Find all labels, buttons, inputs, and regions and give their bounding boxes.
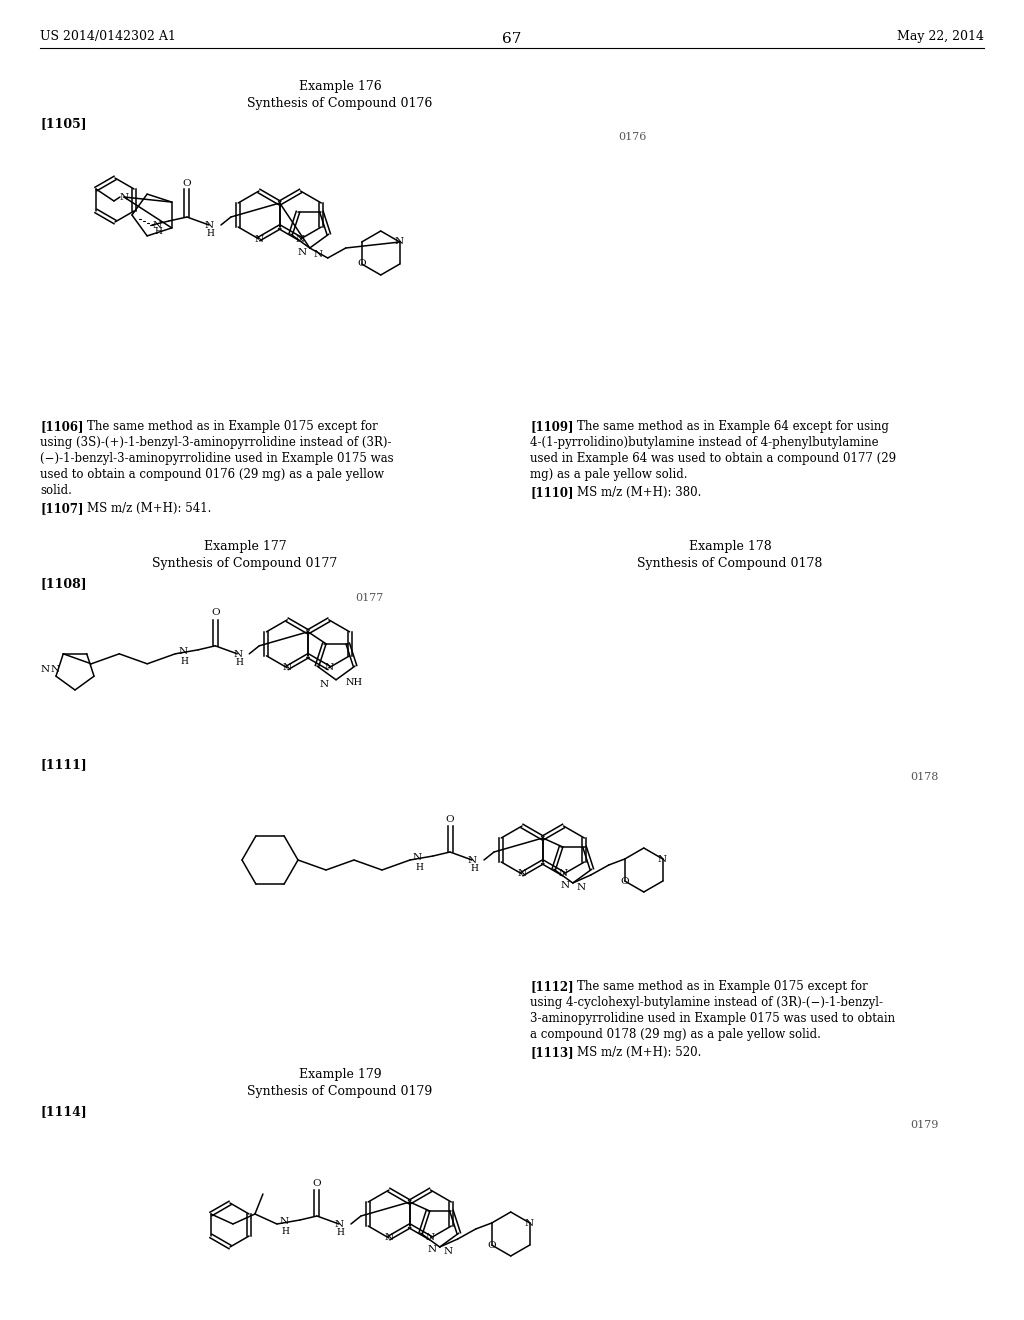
Text: 3-aminopyrrolidine used in Example 0175 was used to obtain: 3-aminopyrrolidine used in Example 0175 … <box>530 1012 895 1026</box>
Text: Example 177: Example 177 <box>204 540 287 553</box>
Text: N: N <box>577 883 586 892</box>
Text: N: N <box>205 220 214 230</box>
Text: N: N <box>443 1247 453 1257</box>
Text: N: N <box>120 193 128 202</box>
Text: O: O <box>445 814 455 824</box>
Text: N: N <box>427 1245 436 1254</box>
Text: 4-(1-pyrrolidino)butylamine instead of 4-phenylbutylamine: 4-(1-pyrrolidino)butylamine instead of 4… <box>530 436 879 449</box>
Text: N: N <box>395 238 404 247</box>
Text: MS m/z (M+H): 541.: MS m/z (M+H): 541. <box>87 502 211 515</box>
Text: (−)-1-benzyl-3-aminopyrrolidine used in Example 0175 was: (−)-1-benzyl-3-aminopyrrolidine used in … <box>40 451 393 465</box>
Text: N: N <box>153 220 162 230</box>
Text: used to obtain a compound 0176 (29 mg) as a pale yellow: used to obtain a compound 0176 (29 mg) a… <box>40 469 384 480</box>
Text: N: N <box>178 647 187 656</box>
Text: The same method as in Example 0175 except for: The same method as in Example 0175 excep… <box>87 420 378 433</box>
Text: H: H <box>180 657 188 665</box>
Text: 67: 67 <box>503 32 521 46</box>
Text: O: O <box>211 609 219 618</box>
Text: N: N <box>560 880 569 890</box>
Text: mg) as a pale yellow solid.: mg) as a pale yellow solid. <box>530 469 687 480</box>
Text: N: N <box>254 235 263 243</box>
Text: N: N <box>313 249 323 259</box>
Text: O: O <box>357 260 367 268</box>
Text: [1109]: [1109] <box>530 420 573 433</box>
Text: Synthesis of Compound 0177: Synthesis of Compound 0177 <box>153 557 338 570</box>
Text: N: N <box>283 664 292 672</box>
Text: N: N <box>296 235 305 243</box>
Text: MS m/z (M+H): 380.: MS m/z (M+H): 380. <box>577 486 701 499</box>
Text: N: N <box>658 854 667 863</box>
Text: [1113]: [1113] <box>530 1045 573 1059</box>
Text: used in Example 64 was used to obtain a compound 0177 (29: used in Example 64 was used to obtain a … <box>530 451 896 465</box>
Text: O: O <box>182 178 191 187</box>
Text: 0179: 0179 <box>910 1119 938 1130</box>
Text: N: N <box>319 680 329 689</box>
Text: N: N <box>525 1218 534 1228</box>
Text: N: N <box>517 870 526 879</box>
Text: N: N <box>468 855 477 865</box>
Text: [1111]: [1111] <box>40 758 87 771</box>
Text: N: N <box>426 1233 435 1242</box>
Text: [1114]: [1114] <box>40 1105 87 1118</box>
Text: Synthesis of Compound 0178: Synthesis of Compound 0178 <box>637 557 822 570</box>
Text: N: N <box>559 870 568 879</box>
Text: H: H <box>415 863 423 873</box>
Text: Synthesis of Compound 0176: Synthesis of Compound 0176 <box>248 96 433 110</box>
Text: [1110]: [1110] <box>530 486 573 499</box>
Text: N: N <box>325 664 334 672</box>
Text: 0177: 0177 <box>355 593 383 603</box>
Text: solid.: solid. <box>40 484 72 498</box>
Text: H: H <box>207 228 215 238</box>
Text: Example 176: Example 176 <box>299 81 381 92</box>
Text: N: N <box>335 1220 344 1229</box>
Text: [1107]: [1107] <box>40 502 84 515</box>
Text: MS m/z (M+H): 520.: MS m/z (M+H): 520. <box>577 1045 701 1059</box>
Text: N: N <box>413 853 422 862</box>
Text: O: O <box>621 876 630 886</box>
Text: The same method as in Example 64 except for using: The same method as in Example 64 except … <box>577 420 889 433</box>
Text: The same method as in Example 0175 except for: The same method as in Example 0175 excep… <box>577 979 867 993</box>
Text: [1106]: [1106] <box>40 420 84 433</box>
Text: Synthesis of Compound 0179: Synthesis of Compound 0179 <box>248 1085 432 1098</box>
Text: O: O <box>312 1179 322 1188</box>
Text: NH: NH <box>346 677 364 686</box>
Text: using (3S)-(+)-1-benzyl-3-aminopyrrolidine instead of (3R)-: using (3S)-(+)-1-benzyl-3-aminopyrrolidi… <box>40 436 391 449</box>
Text: 0178: 0178 <box>910 772 938 781</box>
Text: H: H <box>470 865 478 873</box>
Text: using 4-cyclohexyl-butylamine instead of (3R)-(−)-1-benzyl-: using 4-cyclohexyl-butylamine instead of… <box>530 997 883 1008</box>
Text: H: H <box>337 1228 345 1237</box>
Text: H: H <box>236 657 243 667</box>
Text: [1105]: [1105] <box>40 117 87 129</box>
Text: [1108]: [1108] <box>40 577 87 590</box>
Text: Example 178: Example 178 <box>688 540 771 553</box>
Text: US 2014/0142302 A1: US 2014/0142302 A1 <box>40 30 176 44</box>
Text: N: N <box>297 248 306 257</box>
Text: Example 179: Example 179 <box>299 1068 381 1081</box>
Text: N: N <box>384 1233 393 1242</box>
Text: H: H <box>282 1228 290 1236</box>
Text: H: H <box>155 227 163 236</box>
Text: 0176: 0176 <box>618 132 646 143</box>
Text: N: N <box>40 665 49 675</box>
Text: N: N <box>233 649 243 659</box>
Text: a compound 0178 (29 mg) as a pale yellow solid.: a compound 0178 (29 mg) as a pale yellow… <box>530 1028 821 1041</box>
Text: N: N <box>280 1217 289 1226</box>
Text: O: O <box>487 1241 497 1250</box>
Text: N: N <box>50 665 59 675</box>
Text: May 22, 2014: May 22, 2014 <box>897 30 984 44</box>
Text: [1112]: [1112] <box>530 979 573 993</box>
